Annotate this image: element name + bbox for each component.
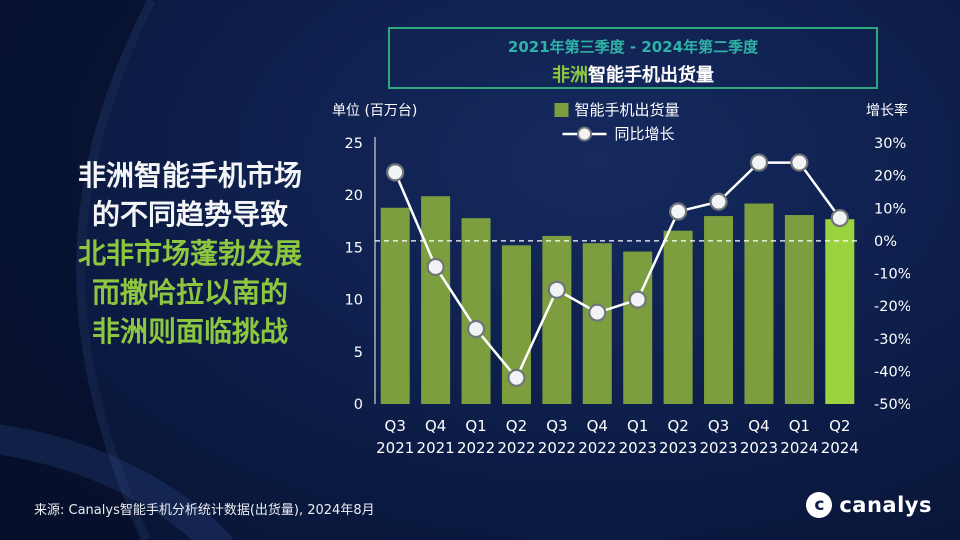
bar-Q3-2021 bbox=[380, 207, 410, 404]
right-axis-tick: -10% bbox=[874, 267, 910, 283]
x-tick-year: 2022 bbox=[578, 439, 616, 457]
left-axis-tick: 10 bbox=[345, 293, 363, 309]
yoy-marker-Q2-2022 bbox=[507, 368, 526, 387]
headline-line-4: 而撒哈拉以南的 bbox=[91, 276, 288, 309]
x-tick-quarter: Q3 bbox=[546, 417, 567, 435]
x-tick-quarter: Q2 bbox=[667, 417, 688, 435]
bar-Q1-2024 bbox=[784, 215, 814, 404]
x-tick-year: 2022 bbox=[538, 439, 576, 457]
legend-bar-label: 智能手机出货量 bbox=[575, 101, 680, 119]
bar-Q4-2021 bbox=[421, 196, 451, 404]
x-tick-quarter: Q4 bbox=[425, 417, 446, 435]
headline-line-1: 非洲智能手机市场 bbox=[77, 159, 302, 192]
right-axis-tick: 0% bbox=[874, 234, 897, 250]
x-tick-year: 2024 bbox=[821, 439, 859, 457]
x-tick-year: 2023 bbox=[619, 439, 657, 457]
yoy-marker-Q4-2022 bbox=[588, 303, 607, 322]
headline-line-2: 的不同趋势导致 bbox=[91, 198, 288, 231]
x-tick-quarter: Q4 bbox=[587, 417, 608, 435]
left-axis-tick: 20 bbox=[345, 188, 363, 204]
source-note: 来源: Canalys智能手机分析统计数据(出货量), 2024年8月 bbox=[34, 503, 375, 518]
bar-Q1-2023 bbox=[623, 251, 653, 404]
legend-line-label: 同比增长 bbox=[615, 125, 675, 143]
yoy-marker-Q4-2023 bbox=[749, 153, 769, 172]
x-tick-year: 2021 bbox=[417, 439, 455, 457]
yoy-marker-Q1-2024 bbox=[790, 153, 809, 172]
bar-Q1-2022 bbox=[461, 218, 491, 404]
legend-line-marker bbox=[577, 126, 592, 142]
x-tick-year: 2022 bbox=[497, 439, 535, 457]
right-axis-tick: -20% bbox=[874, 299, 910, 315]
x-tick-quarter: Q3 bbox=[708, 417, 729, 435]
right-axis-title: 增长率 bbox=[866, 102, 908, 119]
yoy-marker-Q3-2022 bbox=[547, 280, 566, 299]
yoy-marker-Q1-2023 bbox=[628, 290, 647, 309]
yoy-marker-Q4-2021 bbox=[426, 257, 445, 277]
left-axis-tick: 0 bbox=[354, 397, 363, 413]
x-tick-quarter: Q1 bbox=[465, 417, 486, 435]
bar-Q3-2023 bbox=[704, 216, 734, 404]
bar-Q2-2024 bbox=[825, 219, 855, 404]
right-axis-tick: 30% bbox=[874, 136, 906, 152]
bar-Q2-2023 bbox=[663, 230, 693, 404]
legend-bar-swatch bbox=[554, 103, 569, 117]
x-tick-quarter: Q4 bbox=[748, 417, 769, 435]
x-tick-quarter: Q2 bbox=[829, 417, 850, 435]
headline: 非洲智能手机市场 的不同趋势导致 北非市场蓬勃发展 而撒哈拉以南的 非洲则面临挑… bbox=[26, 156, 354, 351]
canalys-logo: c canalys bbox=[806, 492, 932, 518]
bar-Q4-2022 bbox=[582, 243, 612, 404]
bar-Q3-2022 bbox=[542, 235, 572, 404]
x-tick-year: 2021 bbox=[376, 439, 414, 457]
left-axis-tick: 25 bbox=[345, 136, 363, 152]
yoy-marker-Q1-2022 bbox=[466, 319, 486, 339]
left-axis-tick: 5 bbox=[354, 345, 363, 361]
chart-title: 非洲智能手机出货量 bbox=[390, 61, 876, 87]
x-tick-year: 2024 bbox=[780, 439, 818, 457]
x-tick-quarter: Q1 bbox=[789, 417, 810, 435]
x-tick-year: 2023 bbox=[659, 439, 697, 457]
x-tick-year: 2022 bbox=[457, 439, 495, 457]
headline-line-5: 非洲则面临挑战 bbox=[91, 315, 288, 348]
x-tick-year: 2023 bbox=[740, 439, 778, 457]
right-axis-tick: -40% bbox=[874, 364, 910, 380]
x-tick-year: 2023 bbox=[699, 439, 737, 457]
chart-title-box: 2021年第三季度 - 2024年第二季度 非洲智能手机出货量 bbox=[388, 27, 878, 89]
x-tick-quarter: Q3 bbox=[385, 417, 406, 435]
left-axis-title: 单位 (百万台) bbox=[332, 103, 417, 119]
chart-title-highlight: 非洲 bbox=[552, 65, 588, 86]
x-tick-quarter: Q1 bbox=[627, 417, 648, 435]
right-axis-tick: 20% bbox=[874, 169, 906, 185]
x-tick-quarter: Q2 bbox=[506, 417, 527, 435]
bar-Q4-2023 bbox=[744, 203, 774, 404]
yoy-marker-Q2-2024 bbox=[830, 208, 849, 228]
chart-period: 2021年第三季度 - 2024年第二季度 bbox=[507, 38, 759, 56]
headline-line-3: 北非市场蓬勃发展 bbox=[77, 237, 302, 270]
right-axis-tick: 10% bbox=[874, 201, 906, 217]
yoy-marker-Q3-2021 bbox=[386, 163, 405, 182]
right-axis-tick: -50% bbox=[874, 397, 910, 413]
right-axis-tick: -30% bbox=[874, 332, 910, 348]
canalys-logo-icon: c bbox=[806, 492, 833, 518]
yoy-marker-Q3-2023 bbox=[709, 192, 728, 211]
chart-title-rest: 智能手机出货量 bbox=[588, 65, 714, 86]
canalys-logo-text: canalys bbox=[839, 493, 932, 517]
left-axis-tick: 15 bbox=[345, 240, 363, 256]
yoy-marker-Q2-2023 bbox=[669, 202, 688, 221]
